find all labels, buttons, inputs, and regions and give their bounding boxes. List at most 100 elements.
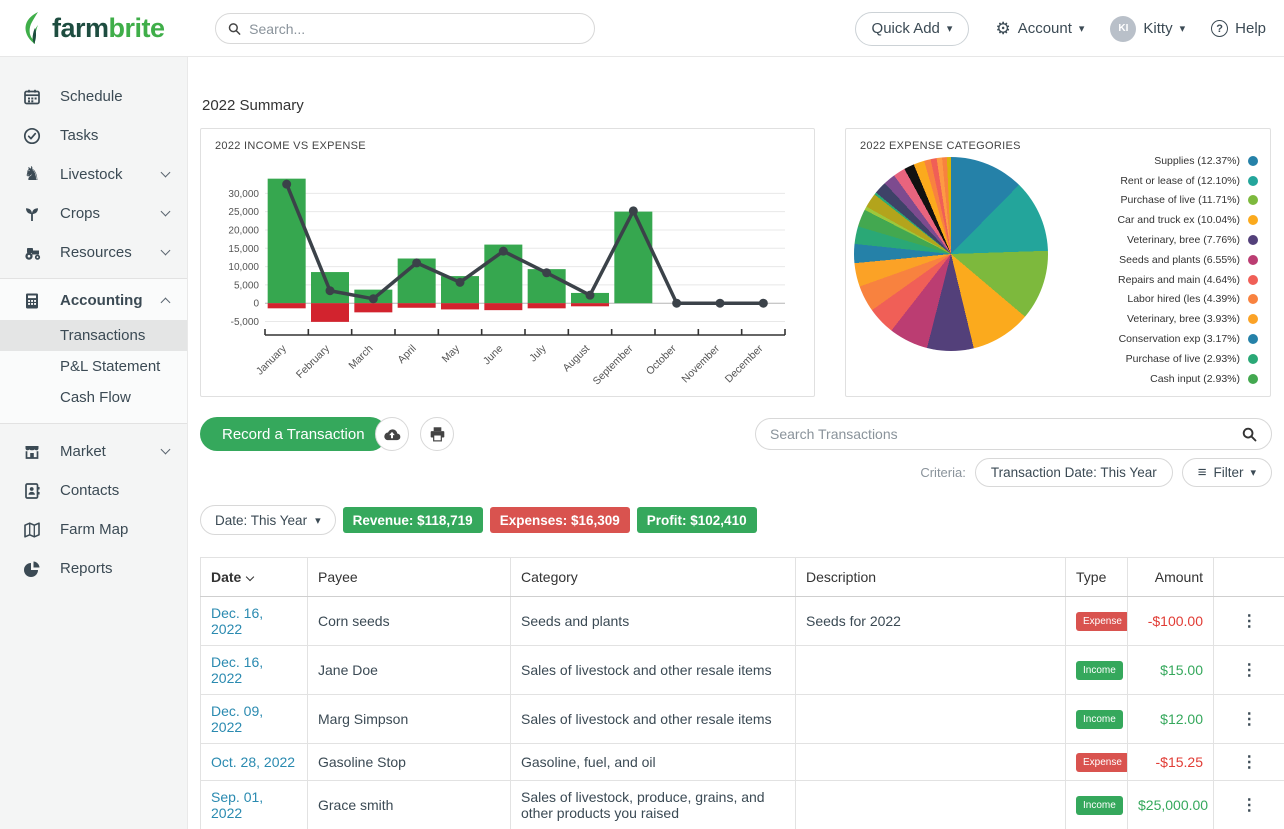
sidebar-item-tasks[interactable]: Tasks [0, 116, 187, 155]
legend-item: Purchase of live (11.71%) [1117, 191, 1258, 211]
transaction-date-link[interactable]: Oct. 28, 2022 [211, 754, 296, 770]
sidebar-item-pl-statement[interactable]: P&L Statement [60, 358, 161, 375]
type-badge: Income [1076, 661, 1123, 680]
column-header-type[interactable]: Type [1065, 557, 1128, 597]
svg-text:December: December [723, 342, 766, 385]
row-menu-button[interactable]: ⋮ [1213, 780, 1284, 829]
record-transaction-button[interactable]: Record a Transaction [200, 417, 387, 451]
transactions-search[interactable] [755, 418, 1272, 450]
expenses-badge: Expenses: $16,309 [489, 507, 630, 533]
summary-badges: Date: This Year ▾ Revenue: $118,719 Expe… [200, 505, 757, 535]
cell-amount: -$15.25 [1127, 743, 1214, 781]
type-badge: Expense [1076, 753, 1127, 772]
svg-text:January: January [254, 342, 289, 377]
transaction-date-link[interactable]: Sep. 01, 2022 [211, 789, 264, 821]
legend-label: Conservation exp (3.17%) [1118, 333, 1240, 346]
table-row: Sep. 01, 2022 Grace smith Sales of livesto… [200, 780, 1284, 829]
chevron-down-icon [160, 206, 171, 217]
sidebar-item-market[interactable]: Market [0, 432, 187, 471]
sidebar: Schedule Tasks ♞ Livestock Crops Resourc… [0, 57, 188, 829]
farmbrite-logo[interactable]: farmbrite [24, 11, 204, 45]
sidebar-item-resources[interactable]: Resources [0, 233, 187, 272]
svg-text:February: February [294, 342, 333, 381]
row-menu-button[interactable]: ⋮ [1213, 645, 1284, 695]
topbar-actions: Quick Add ▾ ⚙ Account ▾ KI Kitty ▾ ? Hel… [854, 0, 1266, 57]
column-header-description[interactable]: Description [795, 557, 1066, 597]
svg-text:August: August [561, 343, 593, 375]
sidebar-item-cash-flow[interactable]: Cash Flow [60, 389, 131, 406]
sort-icon [246, 572, 255, 582]
global-search[interactable] [215, 13, 595, 44]
transaction-date-link[interactable]: Dec. 09, 2022 [211, 703, 264, 735]
transaction-date-link[interactable]: Dec. 16, 2022 [211, 605, 264, 637]
check-circle-icon [22, 127, 42, 145]
table-row: Dec. 16, 2022 Jane Doe Sales of livestock … [200, 645, 1284, 695]
chevron-down-icon: ▾ [315, 514, 321, 527]
user-menu[interactable]: KI Kitty ▾ [1110, 15, 1186, 42]
cell-type: Expense [1065, 596, 1128, 646]
sidebar-item-reports[interactable]: Reports [0, 549, 187, 588]
cell-category: Gasoline, fuel, and oil [510, 743, 796, 781]
cell-date: Dec. 09, 2022 [200, 694, 308, 744]
search-icon [1242, 427, 1257, 441]
sidebar-item-accounting[interactable]: Accounting [0, 281, 187, 320]
svg-text:March: March [346, 343, 375, 372]
row-menu-button[interactable]: ⋮ [1213, 694, 1284, 744]
legend-item: Conservation exp (3.17%) [1117, 329, 1258, 349]
column-header-category[interactable]: Category [510, 557, 796, 597]
transaction-date-link[interactable]: Dec. 16, 2022 [211, 654, 264, 686]
legend-item: Veterinary, bree (7.76%) [1117, 230, 1258, 250]
table-row: Dec. 09, 2022 Marg Simpson Sales of livest… [200, 694, 1284, 744]
accounting-section: Accounting Transactions P&L Statement Ca… [0, 278, 187, 424]
page-title: 2022 Summary [202, 97, 304, 114]
row-menu-button[interactable]: ⋮ [1213, 596, 1284, 646]
chevron-down-icon: ▾ [1179, 23, 1186, 35]
legend-label: Supplies (12.37%) [1154, 154, 1240, 167]
svg-text:June: June [481, 343, 506, 368]
global-search-input[interactable] [249, 20, 582, 37]
import-button[interactable] [375, 417, 409, 451]
filter-button[interactable]: ≡ Filter ▾ [1181, 458, 1272, 487]
legend-dot [1248, 353, 1258, 364]
quick-add-button[interactable]: Quick Add ▾ [854, 11, 970, 46]
column-header-amount[interactable]: Amount [1127, 557, 1214, 597]
cell-date: Oct. 28, 2022 [200, 743, 308, 781]
sidebar-item-livestock[interactable]: ♞ Livestock [0, 155, 187, 194]
svg-text:April: April [395, 343, 418, 366]
cell-payee: Jane Doe [307, 645, 511, 695]
sidebar-item-farm-map[interactable]: Farm Map [0, 510, 187, 549]
logo-text-brite: brite [108, 12, 166, 43]
column-header-payee[interactable]: Payee [307, 557, 511, 597]
transactions-search-input[interactable] [770, 426, 1242, 442]
cell-category: Sales of livestock, produce, grains, and… [510, 780, 796, 829]
cell-description [795, 780, 1066, 829]
svg-text:20,000: 20,000 [228, 225, 259, 236]
sidebar-item-crops[interactable]: Crops [0, 194, 187, 233]
legend-dot [1248, 215, 1258, 226]
cell-description [795, 645, 1066, 695]
storefront-icon [22, 443, 42, 461]
legend-dot [1248, 254, 1258, 265]
help-button[interactable]: ? Help [1211, 20, 1266, 37]
legend-item: Purchase of live (2.93%) [1117, 349, 1258, 369]
sidebar-item-schedule[interactable]: Schedule [0, 77, 187, 116]
sidebar-item-transactions[interactable]: Transactions [0, 320, 187, 351]
sidebar-item-contacts[interactable]: Contacts [0, 471, 187, 510]
svg-text:10,000: 10,000 [228, 262, 259, 273]
tractor-icon [22, 244, 42, 262]
account-menu[interactable]: ⚙ Account ▾ [995, 19, 1085, 38]
legend-dot [1248, 274, 1258, 285]
column-header-date[interactable]: Date [200, 557, 308, 597]
print-button[interactable] [420, 417, 454, 451]
legend-dot [1248, 314, 1258, 325]
legend-dot [1248, 334, 1258, 345]
row-menu-button[interactable]: ⋮ [1213, 743, 1284, 781]
date-filter-pill[interactable]: Date: This Year ▾ [200, 505, 336, 535]
calculator-icon [22, 292, 42, 310]
legend-dot [1248, 195, 1258, 206]
cell-type: Income [1065, 694, 1128, 744]
svg-text:July: July [527, 342, 549, 364]
criteria-pill[interactable]: Transaction Date: This Year [974, 458, 1173, 487]
crops-icon [22, 205, 42, 223]
